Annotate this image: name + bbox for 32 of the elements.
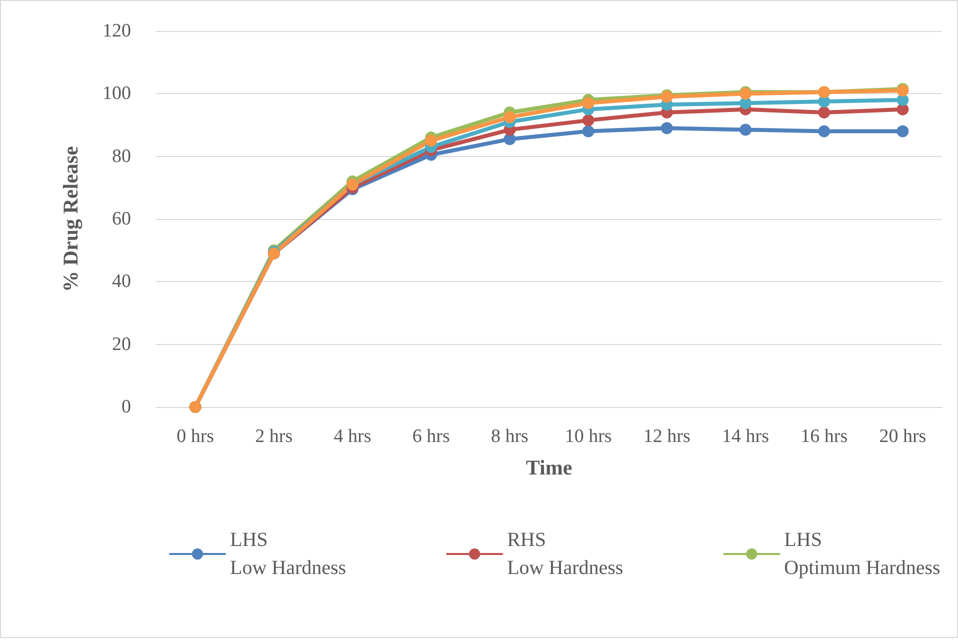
y-tick-label: 20 <box>112 334 131 355</box>
legend-label: RHS Low Hardness <box>507 529 624 579</box>
x-tick-label: 16 hrs <box>800 426 848 447</box>
y-tick-label: 0 <box>122 396 131 418</box>
point <box>818 106 830 118</box>
point <box>582 114 594 126</box>
y-tick-label: 100 <box>102 83 131 104</box>
x-tick-label: 6 hrs <box>412 426 450 447</box>
legend-label: LHS Optimum Hardness <box>784 529 940 579</box>
x-tick-label: 12 hrs <box>643 426 690 447</box>
x-tick-label: 0 hrs <box>176 426 214 447</box>
point <box>425 134 438 147</box>
point <box>740 124 752 136</box>
x-tick-label: 8 hrs <box>490 426 528 447</box>
x-tick-label: 10 hrs <box>564 426 612 447</box>
y-axis-title: % Drug Release <box>58 146 82 292</box>
point <box>582 125 594 138</box>
point <box>896 125 909 138</box>
point <box>818 125 830 138</box>
x-tick-label: 14 hrs <box>722 426 769 447</box>
x-tick-label: 20 hrs <box>879 426 926 447</box>
y-tick-label: 40 <box>112 271 131 292</box>
point <box>582 97 594 110</box>
x-tick-label: 2 hrs <box>255 426 293 447</box>
point <box>660 122 673 134</box>
legend-label: LHS Low Hardness <box>230 529 346 579</box>
y-tick-label: 120 <box>102 20 131 42</box>
point <box>504 111 516 124</box>
y-tick-label: 80 <box>112 146 131 167</box>
y-tick-label: 60 <box>112 208 131 230</box>
x-axis-title: Time <box>526 456 572 480</box>
x-tick-label: 4 hrs <box>334 426 372 447</box>
